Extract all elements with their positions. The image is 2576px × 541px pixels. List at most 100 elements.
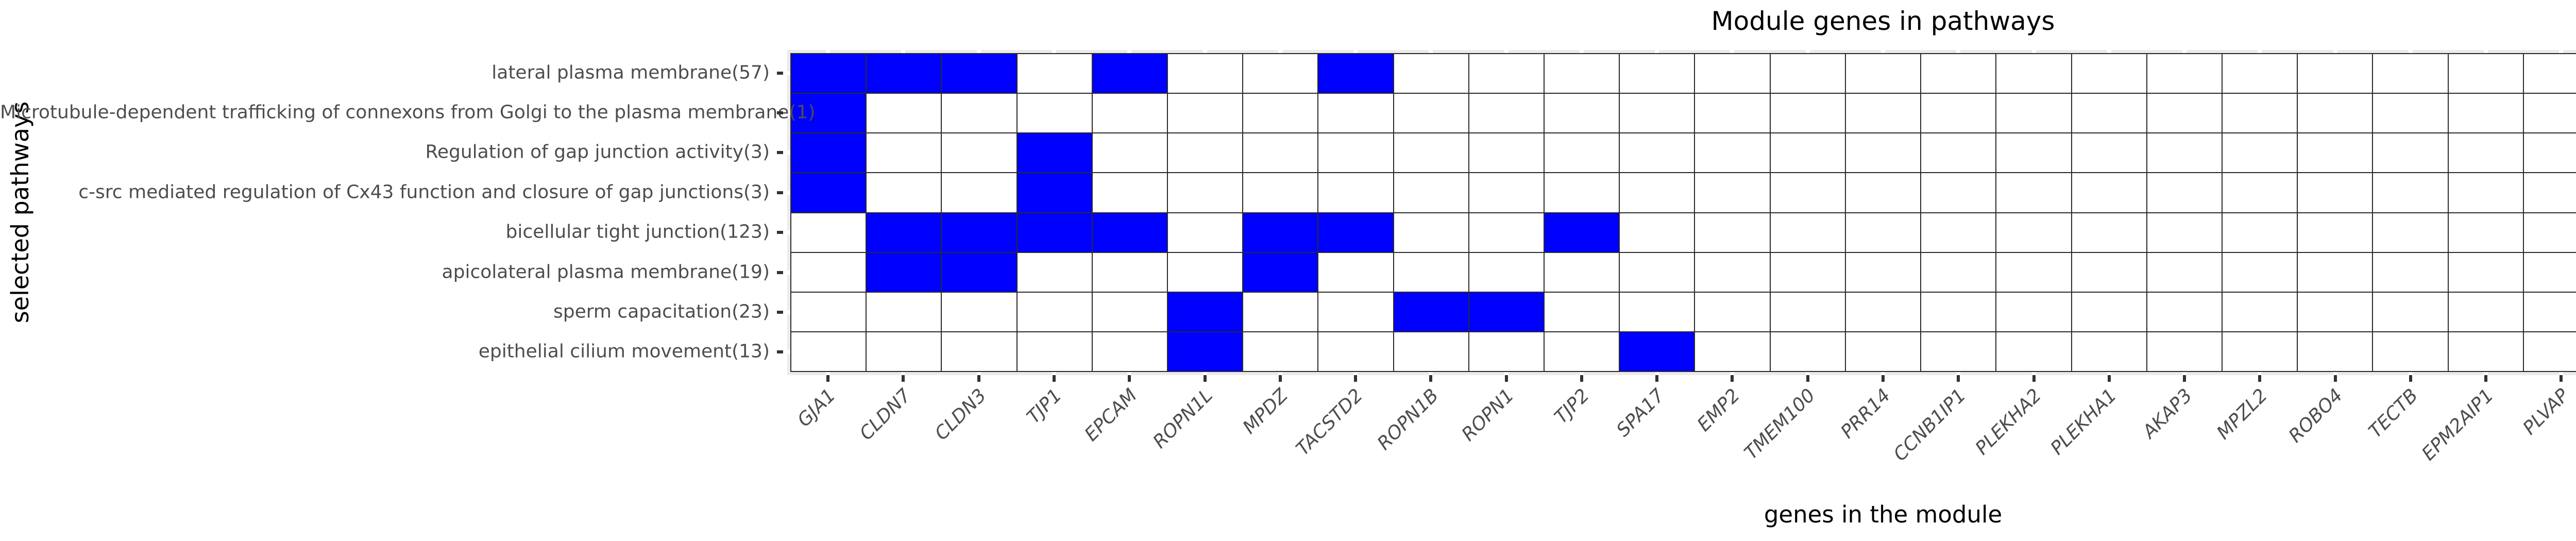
- x-axis-tick: [1052, 375, 1056, 382]
- x-tick-label: TACSTD2: [1292, 384, 1367, 460]
- heatmap-cell: [1318, 252, 1393, 292]
- y-axis-title: selected pathways: [6, 101, 34, 324]
- y-tick-label: Microtubule-dependent trafficking of con…: [0, 102, 816, 123]
- gridline-notch: [2408, 372, 2413, 375]
- x-tick-label: ROPN1L: [1148, 384, 1217, 453]
- x-axis-tick: [1203, 375, 1207, 382]
- heatmap-cell: [942, 94, 1016, 133]
- x-tick-label: GJA1: [793, 384, 840, 431]
- y-tick-label: bicellular tight junction(123): [505, 221, 770, 243]
- heatmap-cell: [1770, 252, 1845, 292]
- heatmap-cell: [1921, 252, 1996, 292]
- heatmap-cell: [1243, 213, 1318, 252]
- heatmap-cell: [867, 252, 941, 292]
- x-axis-tick: [826, 375, 830, 382]
- heatmap-cell: [1092, 213, 1167, 252]
- heatmap-cell: [1845, 332, 1921, 371]
- gridline-notch: [1655, 372, 1659, 375]
- x-tick-label: PLEKHA1: [2046, 384, 2121, 459]
- heatmap-cell: [2373, 94, 2448, 133]
- heatmap-cell: [1921, 292, 1996, 331]
- heatmap-cell: [1017, 292, 1092, 331]
- heatmap-cell: [2448, 94, 2523, 133]
- heatmap-cell: [1017, 94, 1092, 133]
- heatmap-cell: [2523, 213, 2576, 252]
- heatmap-cell: [1996, 332, 2071, 371]
- heatmap-cell: [1168, 54, 1243, 93]
- gridline-notch: [787, 190, 790, 195]
- gridline-notch: [2031, 372, 2036, 375]
- heatmap-cell: [1469, 94, 1544, 133]
- heatmap-cell: [2072, 292, 2146, 331]
- heatmap-cell: [2072, 133, 2146, 173]
- heatmap-cell: [2222, 133, 2297, 173]
- y-tick-label: sperm capacitation(23): [553, 301, 770, 323]
- heatmap-cell: [1770, 173, 1845, 212]
- heatmap-cell: [1469, 332, 1544, 371]
- y-axis-tick: [777, 191, 783, 194]
- gridline-notch: [2484, 50, 2488, 53]
- heatmap-cell: [1921, 54, 1996, 93]
- y-axis-tick: [777, 270, 783, 274]
- y-tick-label: Regulation of gap junction activity(3): [425, 141, 770, 163]
- heatmap-cell: [1620, 133, 1694, 173]
- heatmap-cell: [942, 173, 1016, 212]
- heatmap-cell: [2147, 292, 2222, 331]
- heatmap-cell: [1092, 133, 1167, 173]
- x-tick-label: CLDN7: [855, 384, 916, 445]
- heatmap-cell: [1545, 292, 1619, 331]
- heatmap-cell: [1996, 173, 2071, 212]
- x-tick-label: EPM2AIP1: [2418, 384, 2498, 465]
- heatmap-cell: [1545, 252, 1619, 292]
- heatmap-cell: [1770, 54, 1845, 93]
- heatmap-cell: [867, 173, 941, 212]
- heatmap-cell: [1394, 332, 1468, 371]
- gridline-notch: [2333, 372, 2337, 375]
- heatmap-cell: [791, 252, 866, 292]
- chart-title: Module genes in pathways: [1711, 6, 2055, 36]
- heatmap-cell: [1469, 173, 1544, 212]
- heatmap-cell: [2448, 332, 2523, 371]
- heatmap-cell: [1469, 54, 1544, 93]
- heatmap-cell: [2448, 252, 2523, 292]
- gridline-notch: [901, 372, 906, 375]
- x-tick-label: MPDZ: [1239, 384, 1292, 438]
- heatmap-cell: [2373, 173, 2448, 212]
- y-axis-tick: [777, 71, 783, 75]
- gridline-notch: [1429, 50, 1433, 53]
- heatmap-cell: [791, 173, 866, 212]
- heatmap-cell: [2072, 94, 2146, 133]
- gridline-notch: [1881, 372, 1885, 375]
- gridline-notch: [1579, 372, 1584, 375]
- x-tick-label: ROBO4: [2285, 384, 2347, 447]
- gridline-notch: [1730, 372, 1735, 375]
- heatmap-cell: [2222, 332, 2297, 371]
- heatmap-cell: [1092, 94, 1167, 133]
- x-tick-label: CLDN3: [930, 384, 991, 445]
- gridline-notch: [2559, 50, 2564, 53]
- x-tick-label: PLVAP: [2519, 384, 2573, 439]
- heatmap-cell: [1620, 94, 1694, 133]
- heatmap-cell: [2072, 252, 2146, 292]
- heatmap-cell: [1921, 332, 1996, 371]
- heatmap-cell: [1545, 213, 1619, 252]
- heatmap-cell: [1092, 252, 1167, 292]
- gridline-notch: [826, 372, 831, 375]
- heatmap-cell: [2222, 213, 2297, 252]
- x-tick-label: TECTB: [2365, 384, 2422, 443]
- y-axis-tick: [777, 310, 783, 314]
- x-tick-label: SPA17: [1613, 384, 1669, 441]
- heatmap-cell: [1845, 292, 1921, 331]
- heatmap-cell: [1620, 332, 1694, 371]
- heatmap-cell: [2072, 173, 2146, 212]
- heatmap-cell: [1243, 133, 1318, 173]
- x-axis-tick: [2409, 375, 2412, 382]
- x-axis-tick: [1731, 375, 1734, 382]
- heatmap-cell: [1545, 94, 1619, 133]
- heatmap-cell: [1545, 54, 1619, 93]
- heatmap-cell: [1545, 332, 1619, 371]
- heatmap-cell: [942, 213, 1016, 252]
- heatmap-cell: [1996, 292, 2071, 331]
- heatmap-cell: [1092, 173, 1167, 212]
